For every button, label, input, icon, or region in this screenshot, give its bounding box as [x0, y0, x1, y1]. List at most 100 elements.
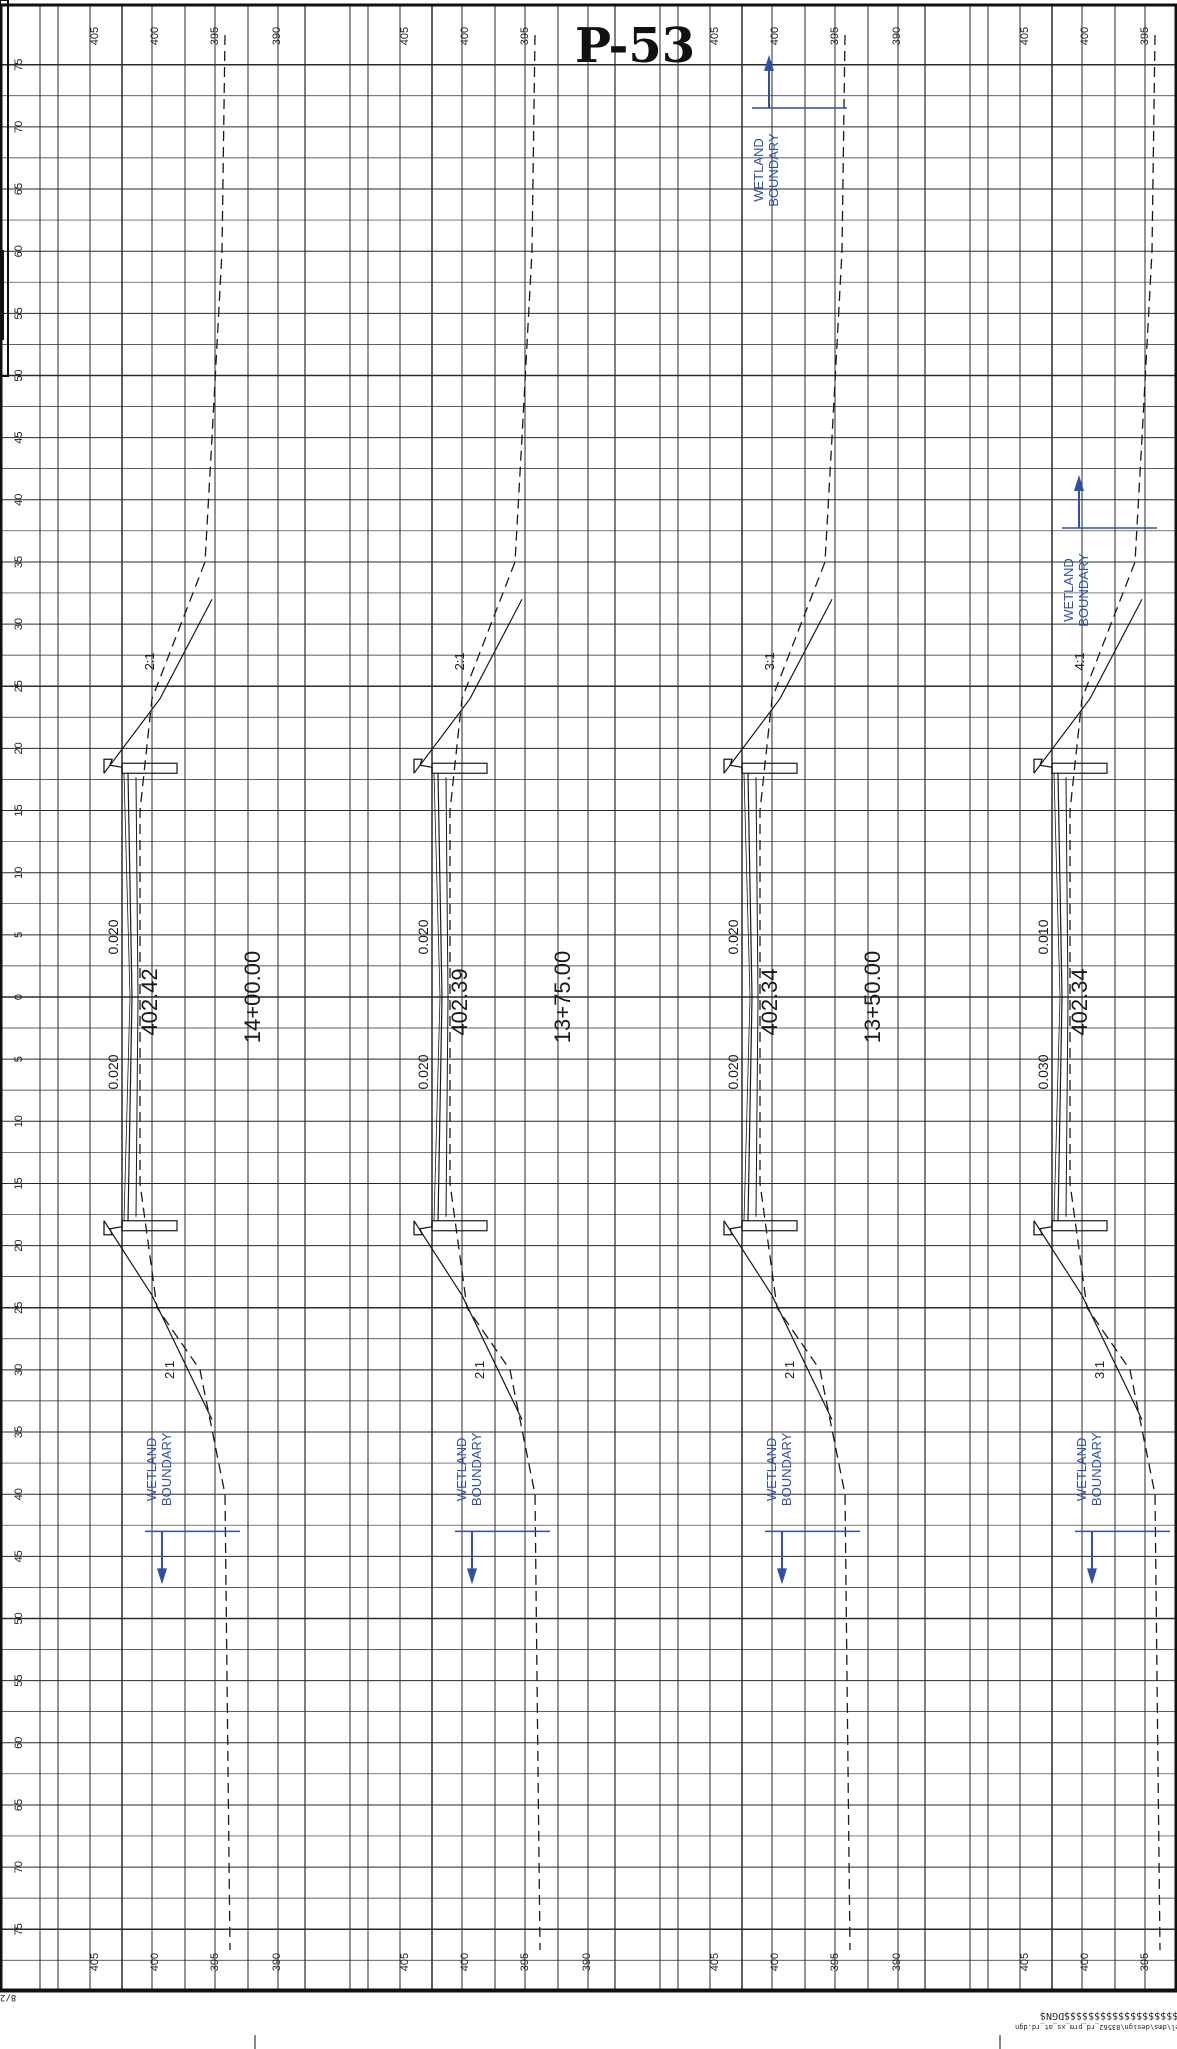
elevation-label: 400: [1079, 1953, 1091, 1971]
cross-slope-label: 0.020: [105, 919, 121, 954]
wetland-arrow-head: [764, 55, 774, 71]
pavement-line: [747, 773, 753, 1221]
existing-ground: [449, 34, 541, 1951]
offset-label: 25: [13, 680, 25, 692]
profile-grade-elevation: 402.42: [137, 968, 162, 1035]
offset-label: 0: [13, 994, 25, 1000]
fill-slope-ratio: 2:1: [162, 1361, 177, 1379]
offset-label: 55: [13, 1675, 25, 1687]
offset-label: 10: [13, 867, 25, 879]
offset-label: 30: [13, 1364, 25, 1376]
fill-slope: [103, 598, 213, 774]
sidewalk: [431, 762, 488, 774]
offset-label: 15: [13, 1177, 25, 1189]
station-label: 13+25.00: [1170, 951, 1177, 1043]
existing-ground: [759, 34, 851, 1951]
subgrade-line: [1065, 777, 1069, 1217]
wetland-label: BOUNDARY: [1089, 1432, 1104, 1506]
subgrade-line: [135, 777, 139, 1217]
fill-slope: [1033, 598, 1143, 774]
pavement-line: [437, 773, 443, 1221]
elevation-label: 405: [709, 27, 721, 45]
elevation-label: 390: [891, 27, 903, 45]
elevation-label: 405: [89, 1953, 101, 1971]
wetland-label: WETLAND: [764, 1438, 779, 1502]
elevation-label: 405: [709, 1953, 721, 1971]
sidewalk: [121, 762, 178, 774]
profile-grade-elevation: 402.39: [447, 968, 472, 1035]
offset-label: 20: [13, 1239, 25, 1251]
elevation-label: 395: [519, 27, 531, 45]
fill-slope-ratio: 2:1: [782, 1361, 797, 1379]
elevation-label: 395: [519, 1953, 531, 1971]
fill-slope-ratio: 3:1: [1092, 1361, 1107, 1379]
offset-label: 70: [13, 1861, 25, 1873]
base-line: [123, 773, 131, 1221]
elevation-label: 405: [399, 27, 411, 45]
wetland-arrow-head: [777, 1568, 787, 1585]
elevation-label: 390: [581, 1953, 593, 1971]
wetland-label: WETLAND: [1074, 1438, 1089, 1502]
fill-slope: [413, 598, 523, 774]
offset-label: 75: [13, 59, 25, 71]
elevation-label: 400: [1079, 27, 1091, 45]
fill-slope: [723, 1220, 833, 1420]
elevation-label: 400: [769, 27, 781, 45]
offset-label: 60: [13, 1737, 25, 1749]
elevation-label: 400: [769, 1953, 781, 1971]
offset-label: 65: [13, 1799, 25, 1811]
elevation-label: 390: [271, 27, 283, 45]
cross-slope-label: 0.020: [415, 1054, 431, 1089]
offset-label: 50: [13, 369, 25, 381]
elevation-label: 400: [459, 1953, 471, 1971]
fill-slope: [723, 598, 833, 774]
existing-ground: [139, 34, 231, 1951]
elevation-label: 390: [891, 1953, 903, 1971]
elevation-label: 395: [1139, 27, 1151, 45]
pavement-line: [127, 773, 133, 1221]
wetland-arrow-head: [1074, 475, 1084, 491]
wetland-label: BOUNDARY: [766, 133, 781, 207]
offset-label: 45: [13, 432, 25, 444]
wetland-label: BOUNDARY: [159, 1432, 174, 1506]
offset-label: 5: [13, 1056, 25, 1062]
profile-grade-elevation: 402.34: [1067, 968, 1092, 1035]
station-label: 13+75.00: [550, 951, 575, 1043]
wetland-arrow-head: [1087, 1568, 1097, 1585]
station-label: 13+50.00: [860, 951, 885, 1043]
wetland-arrow-head: [467, 1568, 477, 1585]
offset-label: 60: [13, 245, 25, 257]
fill-slope: [413, 1220, 523, 1420]
elevation-label: 400: [459, 27, 471, 45]
fill-slope-ratio: 2:1: [452, 652, 467, 670]
pavement-line: [1057, 773, 1063, 1221]
fill-slope-ratio: 4:1: [1072, 652, 1087, 670]
elevation-label: 395: [209, 27, 221, 45]
elevation-label: 395: [209, 1953, 221, 1971]
elevation-label: 405: [399, 1953, 411, 1971]
offset-label: 5: [13, 932, 25, 938]
offset-label: 50: [13, 1612, 25, 1624]
plot-stamp: $$$$$$$$$$$$$$$$$$$$$DGN$: [1040, 2010, 1177, 2021]
elevation-label: 395: [829, 1953, 841, 1971]
offset-label: 75: [13, 1923, 25, 1935]
offset-label: 55: [13, 307, 25, 319]
wetland-arrow-head: [157, 1568, 167, 1585]
section-panel-dividers: [304, 5, 926, 1990]
elevation-label: 400: [149, 27, 161, 45]
sidewalk: [1051, 1220, 1108, 1232]
fill-slope-ratio: 3:1: [762, 652, 777, 670]
fill-slope: [1033, 1220, 1143, 1420]
grid-lines: [0, 5, 1176, 1990]
sidewalk: [121, 1220, 178, 1232]
elevation-label: 395: [1139, 1953, 1151, 1971]
sidewalk: [1051, 762, 1108, 774]
elevation-label: 390: [581, 27, 593, 45]
cross-slope-label: 0.020: [725, 1054, 741, 1089]
axis-labels: 7570656055504540353025201510505101520253…: [13, 27, 1151, 1971]
date-stamp: 8/2: [0, 1992, 17, 2002]
offset-label: 65: [13, 183, 25, 195]
sidewalk: [741, 762, 798, 774]
